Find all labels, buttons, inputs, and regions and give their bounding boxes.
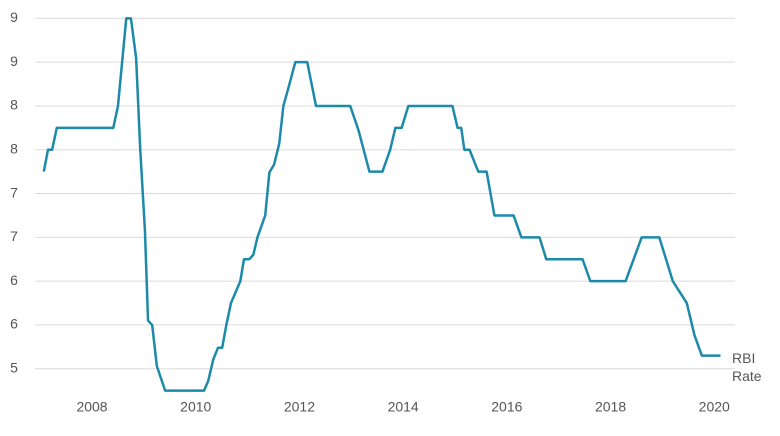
y-tick-label: 6	[10, 272, 18, 288]
x-tick-label: 2020	[699, 399, 730, 415]
y-tick-label: 7	[10, 228, 18, 244]
y-tick-label: 8	[10, 140, 18, 156]
x-tick-label: 2014	[388, 399, 419, 415]
x-tick-label: 2012	[284, 399, 315, 415]
line	[42, 17, 721, 392]
series-label: RBI Rate	[732, 350, 762, 384]
x-tick-label: 2018	[595, 399, 626, 415]
y-tick-label: 8	[10, 97, 18, 113]
y-tick-label: 5	[10, 359, 18, 375]
x-tick-label: 2010	[180, 399, 211, 415]
y-tick-label: 9	[10, 53, 18, 69]
x-tick-label: 2016	[491, 399, 522, 415]
y-tick-label: 7	[10, 184, 18, 200]
x-tick-label: 2008	[76, 399, 107, 415]
y-tick-label: 9	[10, 9, 18, 25]
y-tick-label: 6	[10, 316, 18, 332]
